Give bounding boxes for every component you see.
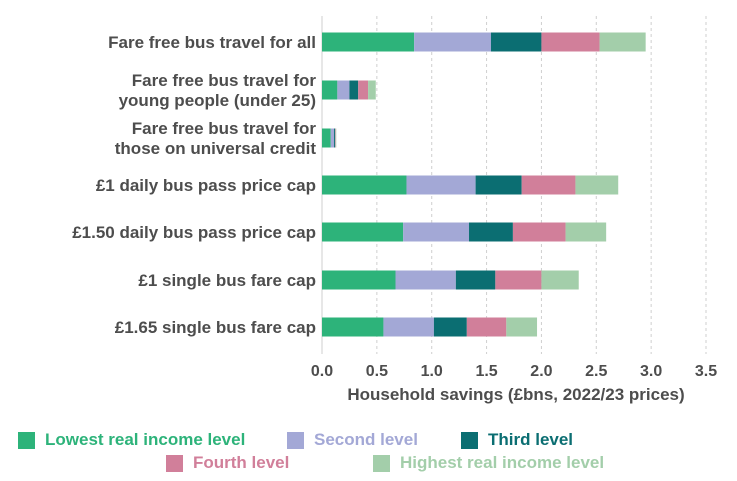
legend-label: Highest real income level bbox=[400, 453, 605, 472]
category-labels: Fare free bus travel for all Fare free bu… bbox=[72, 33, 316, 337]
legend-label: Fourth level bbox=[193, 453, 290, 472]
category-label: £1 single bus fare cap bbox=[138, 271, 316, 290]
legend-label: Second level bbox=[314, 430, 418, 449]
legend-item-lowest: Lowest real income level bbox=[18, 430, 245, 450]
x-tick-label: 3.0 bbox=[640, 363, 662, 380]
bar-segment bbox=[541, 32, 600, 52]
x-tick-label: 0.0 bbox=[311, 363, 333, 380]
bar-segment bbox=[495, 270, 542, 290]
bar-segment bbox=[475, 175, 522, 195]
x-tick-label: 2.0 bbox=[530, 363, 552, 380]
bar-segment bbox=[414, 32, 491, 52]
bar-segment bbox=[322, 270, 396, 290]
bar-segment bbox=[469, 222, 513, 242]
x-tick-labels: 0.0 0.5 1.0 1.5 2.0 2.5 3.0 3.5 bbox=[311, 363, 717, 380]
bar-segment bbox=[403, 222, 470, 242]
bar-segment bbox=[322, 222, 404, 242]
legend-item-second: Second level bbox=[287, 430, 418, 450]
bar-segment bbox=[512, 222, 566, 242]
x-tick-label: 0.5 bbox=[366, 363, 388, 380]
bar-segment bbox=[541, 270, 579, 290]
bar-segment bbox=[490, 32, 542, 52]
legend-item-highest: Highest real income level bbox=[373, 453, 604, 473]
x-tick-label: 2.5 bbox=[585, 363, 607, 380]
bar-segment bbox=[506, 317, 538, 337]
legend-item-third: Third level bbox=[461, 430, 573, 450]
bar-segment bbox=[335, 128, 336, 148]
bar-segment bbox=[521, 175, 576, 195]
category-label: £1.50 daily bus pass price cap bbox=[72, 223, 316, 242]
bar-segment bbox=[337, 80, 350, 100]
legend-item-fourth: Fourth level bbox=[166, 453, 289, 473]
bar-segment bbox=[599, 32, 646, 52]
category-label: £1 daily bus pass price cap bbox=[96, 176, 316, 195]
bar-segment bbox=[433, 317, 467, 337]
category-label: Fare free bus travel for young people (un… bbox=[119, 71, 317, 110]
legend-swatch bbox=[461, 431, 478, 449]
bar-segment bbox=[334, 128, 336, 148]
bar-segment bbox=[358, 80, 369, 100]
legend-swatch bbox=[18, 431, 35, 449]
bar-segment bbox=[330, 128, 335, 148]
bar-segment bbox=[322, 128, 331, 148]
legend-swatch bbox=[373, 454, 390, 472]
x-tick-label: 1.5 bbox=[475, 363, 497, 380]
bar-segment bbox=[406, 175, 476, 195]
legend-swatch bbox=[287, 431, 304, 449]
bar-segment bbox=[466, 317, 507, 337]
bar-segment bbox=[322, 175, 407, 195]
legend-swatch bbox=[166, 454, 183, 472]
bar-segment bbox=[368, 80, 376, 100]
category-label: Fare free bus travel for those on univers… bbox=[115, 119, 317, 158]
x-tick-label: 1.0 bbox=[421, 363, 443, 380]
bar-segment bbox=[575, 175, 619, 195]
category-label: £1.65 single bus fare cap bbox=[115, 318, 316, 337]
legend: Lowest real income level Second level Th… bbox=[0, 424, 737, 481]
bar-segment bbox=[383, 317, 434, 337]
x-tick-label: 3.5 bbox=[695, 363, 717, 380]
legend-label: Lowest real income level bbox=[45, 430, 246, 449]
bar-segment bbox=[335, 128, 337, 148]
bar-segment bbox=[349, 80, 359, 100]
x-axis-title: Household savings (£bns, 2022/23 prices) bbox=[347, 385, 684, 404]
bar-segment bbox=[455, 270, 496, 290]
bar-segment bbox=[322, 32, 415, 52]
bars bbox=[322, 32, 646, 337]
bar-segment bbox=[565, 222, 607, 242]
bar-segment bbox=[322, 317, 384, 337]
bar-segment bbox=[322, 80, 338, 100]
category-label: Fare free bus travel for all bbox=[108, 33, 316, 52]
bar-segment bbox=[395, 270, 456, 290]
legend-label: Third level bbox=[488, 430, 574, 449]
